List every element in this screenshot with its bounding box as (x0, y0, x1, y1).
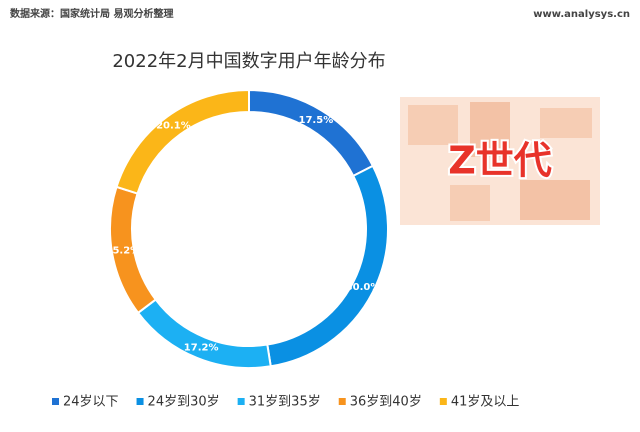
data-label: 17.2% (184, 343, 219, 354)
chart-title: 2022年2月中国数字用户年龄分布 (112, 51, 385, 72)
badge-text: Z世代 (448, 139, 552, 183)
decoration (520, 180, 590, 220)
data-label: 15.2% (105, 246, 140, 257)
legend-label: 31岁到35岁 (249, 395, 321, 410)
data-label: 20.1% (156, 121, 191, 132)
legend-marker (52, 398, 59, 405)
badge-panel: Z世代 (400, 97, 600, 225)
data-label: 30.0% (346, 282, 381, 293)
legend-label: 24岁以下 (63, 395, 119, 410)
legend-marker (439, 398, 447, 405)
data-label: 17.5% (299, 115, 334, 126)
legend-label: 24岁到30岁 (148, 395, 220, 410)
legend-label: 41岁及以上 (451, 395, 520, 410)
legend-marker (237, 398, 245, 405)
decoration (540, 108, 592, 138)
pie-slice (115, 88, 250, 195)
legend-label: 36岁到40岁 (350, 395, 422, 410)
legend-marker (136, 398, 144, 405)
decoration (470, 102, 510, 157)
decoration (450, 185, 490, 221)
decoration (408, 105, 458, 145)
legend-marker (338, 398, 346, 405)
website: www.analysys.cn (533, 9, 630, 20)
source-note: 数据来源：国家统计局 易观分析整理 (10, 7, 173, 20)
